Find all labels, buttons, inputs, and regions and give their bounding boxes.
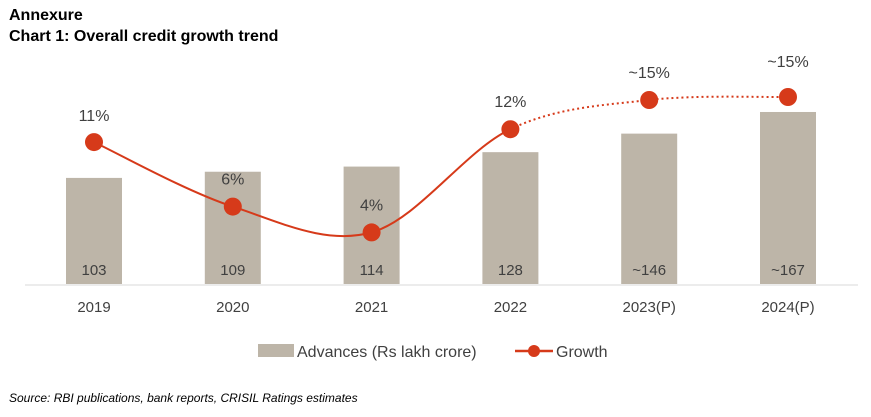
growth-point <box>362 223 381 242</box>
legend-label-advances: Advances (Rs lakh crore) <box>297 344 477 361</box>
x-tick-label: 2019 <box>77 299 110 316</box>
x-tick-label: 2022 <box>494 299 527 316</box>
x-tick-label: 2024(P) <box>761 299 814 316</box>
growth-label: 4% <box>360 197 383 214</box>
source-note: Source: RBI publications, bank reports, … <box>9 391 358 405</box>
heading: Annexure <box>9 7 83 24</box>
bar <box>760 111 816 285</box>
growth-label: 6% <box>221 172 244 189</box>
bar-label: 128 <box>498 262 523 279</box>
bar <box>66 177 122 284</box>
bar <box>204 171 261 284</box>
growth-label: 11% <box>79 108 110 125</box>
bar <box>621 133 678 284</box>
bar-label: 109 <box>220 262 245 279</box>
bar <box>482 152 539 284</box>
legend-label-growth: Growth <box>556 344 608 361</box>
growth-point <box>223 197 242 216</box>
legend-marker-growth <box>528 345 540 357</box>
bar-label: 114 <box>360 262 384 279</box>
bar-label: 103 <box>81 262 106 279</box>
growth-label: ~15% <box>629 65 670 82</box>
growth-label: ~15% <box>767 54 808 71</box>
x-tick-label: 2020 <box>216 299 249 316</box>
x-tick-label: 2021 <box>355 299 388 316</box>
bar-label: ~167 <box>771 262 805 279</box>
growth-line <box>93 128 511 238</box>
growth-point <box>501 120 520 139</box>
chart-title: Chart 1: Overall credit growth trend <box>9 28 279 45</box>
growth-point <box>779 88 797 106</box>
growth-label: 12% <box>494 94 526 111</box>
x-tick-label: 2023(P) <box>623 299 676 316</box>
growth-point <box>640 91 659 109</box>
bar-label: ~146 <box>632 262 666 279</box>
legend-swatch-advances <box>258 344 294 357</box>
growth-point <box>85 133 103 152</box>
